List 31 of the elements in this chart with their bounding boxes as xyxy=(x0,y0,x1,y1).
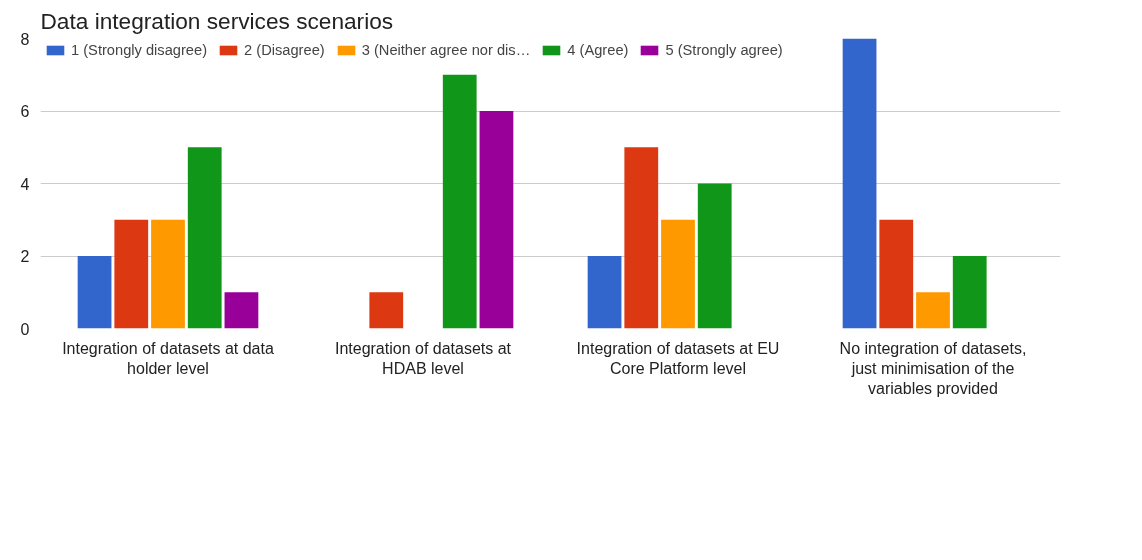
y-tick-label: 2 xyxy=(20,248,30,265)
x-tick-label: Integration of datasets at data holder level xyxy=(62,339,274,377)
bar xyxy=(369,292,404,329)
y-tick-label: 0 xyxy=(20,320,30,338)
bar xyxy=(479,111,514,329)
bar xyxy=(952,256,987,329)
y-tick-label: 8 xyxy=(20,30,30,48)
chart-title: Data integration services scenarios xyxy=(40,7,394,34)
legend-label: 4 (Agree) xyxy=(567,42,629,58)
y-tick-label: 6 xyxy=(20,103,30,120)
bar xyxy=(842,38,877,329)
bar xyxy=(879,219,914,329)
x-tick-label: Integration of datasets at EU Core Platform level xyxy=(576,339,780,377)
x-tick-label: Integration of datasets at HDAB level xyxy=(334,339,512,377)
bar xyxy=(224,292,259,329)
legend-label: 3 (Neither agree nor dis… xyxy=(361,42,531,58)
legend-label: 2 (Disagree) xyxy=(244,42,325,58)
x-tick-label: No integration of datasets, just minimisation of the variables provided xyxy=(839,339,1027,398)
bar xyxy=(661,219,695,329)
bar xyxy=(916,292,950,329)
bar xyxy=(624,147,659,329)
y-tick-label: 4 xyxy=(20,175,30,193)
legend-label: 5 (Strongly agree) xyxy=(665,42,783,58)
legend-label: 1 (Strongly disagree) xyxy=(71,42,208,58)
bar xyxy=(442,74,477,329)
bar xyxy=(697,183,732,329)
bar xyxy=(77,256,112,329)
bar xyxy=(587,256,622,329)
bar xyxy=(114,219,149,329)
bar xyxy=(187,147,222,329)
bar xyxy=(151,219,185,329)
